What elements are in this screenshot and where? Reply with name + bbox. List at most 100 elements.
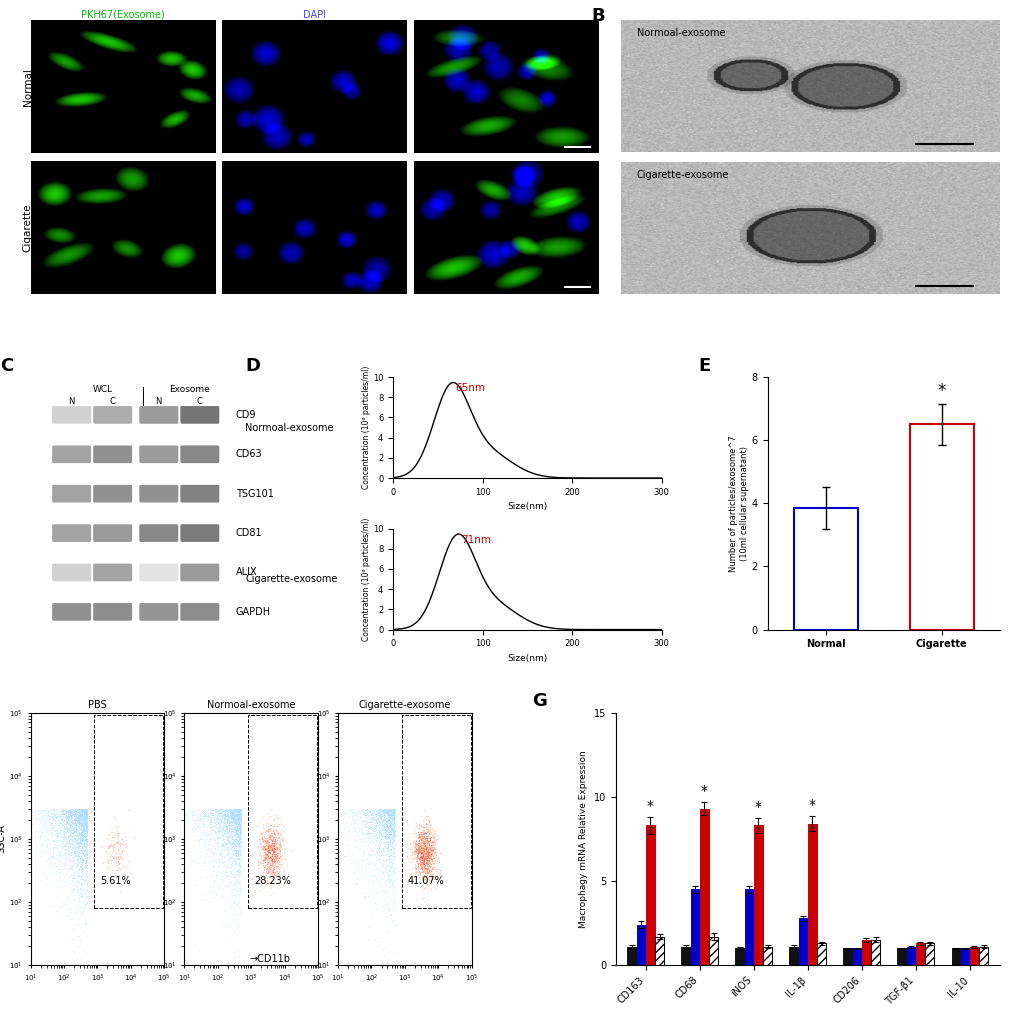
Point [426, 861, 442, 877]
Point [381, 863, 397, 879]
Point [196, 812, 212, 828]
Point [76, 802, 93, 818]
Point [386, 808, 403, 824]
Point [369, 846, 385, 863]
Point [367, 831, 383, 847]
Point [415, 852, 431, 869]
Point [374, 808, 390, 824]
Point [64, 801, 81, 817]
Point [416, 844, 432, 861]
Point [361, 810, 377, 826]
Point [219, 819, 235, 835]
Point [365, 819, 381, 835]
Point [414, 858, 430, 874]
Point [376, 874, 392, 890]
Point [76, 839, 93, 855]
Point [379, 807, 395, 823]
Point [60, 891, 76, 907]
Point [384, 848, 400, 865]
Point [52, 815, 68, 831]
Point [232, 851, 249, 868]
Point [231, 864, 248, 880]
Point [409, 853, 425, 870]
Point [228, 810, 245, 826]
Point [75, 809, 92, 825]
Point [260, 821, 276, 837]
Point [382, 820, 398, 836]
Point [71, 808, 88, 824]
Point [212, 804, 228, 820]
Point [229, 812, 246, 828]
Point [54, 813, 70, 829]
Point [117, 839, 133, 855]
Point [207, 806, 223, 822]
Point [78, 865, 95, 881]
Bar [762, 947, 771, 965]
Point [66, 814, 83, 830]
Point [377, 814, 393, 830]
Point [227, 839, 244, 855]
Point [78, 851, 95, 868]
Point [67, 810, 84, 826]
Point [269, 855, 285, 872]
Point [76, 810, 93, 826]
Point [412, 864, 428, 880]
Point [70, 826, 87, 842]
Point [414, 855, 430, 872]
Point [224, 914, 240, 931]
Point [362, 804, 378, 820]
Point [72, 802, 89, 818]
Point [204, 845, 220, 862]
Point [263, 847, 279, 864]
Point [381, 812, 397, 828]
Point [338, 832, 355, 848]
Point [73, 829, 90, 845]
Point [260, 840, 276, 856]
Point [253, 847, 269, 864]
Point [222, 805, 238, 821]
Point [65, 862, 82, 878]
Point [376, 805, 392, 821]
Point [54, 883, 70, 899]
Point [75, 832, 92, 848]
Point [65, 810, 82, 826]
Point [77, 816, 94, 832]
Point [423, 864, 439, 880]
Point [224, 883, 240, 899]
Point [378, 819, 394, 835]
Point [60, 809, 76, 825]
Point [223, 802, 239, 818]
Point [78, 838, 95, 854]
Point [195, 886, 211, 902]
Point [45, 817, 61, 833]
Point [210, 813, 226, 829]
Point [59, 811, 75, 827]
Point [73, 838, 90, 854]
FancyBboxPatch shape [93, 564, 132, 581]
Point [382, 894, 398, 910]
Point [62, 825, 78, 841]
Point [217, 821, 233, 837]
Point [417, 889, 433, 905]
Point [371, 801, 387, 817]
Point [258, 877, 274, 893]
Point [226, 813, 243, 829]
Point [409, 836, 425, 852]
Point [378, 818, 394, 834]
Point [76, 813, 93, 829]
Point [211, 805, 227, 821]
Point [196, 814, 212, 830]
Point [230, 814, 247, 830]
Point [220, 821, 236, 837]
Point [386, 837, 403, 853]
Point [72, 825, 89, 841]
Point [76, 804, 93, 820]
Point [43, 825, 59, 841]
Point [62, 814, 78, 830]
Point [70, 810, 87, 826]
Point [66, 850, 83, 867]
Point [255, 827, 271, 843]
Point [356, 825, 372, 841]
Point [252, 853, 268, 870]
Point [418, 844, 434, 861]
